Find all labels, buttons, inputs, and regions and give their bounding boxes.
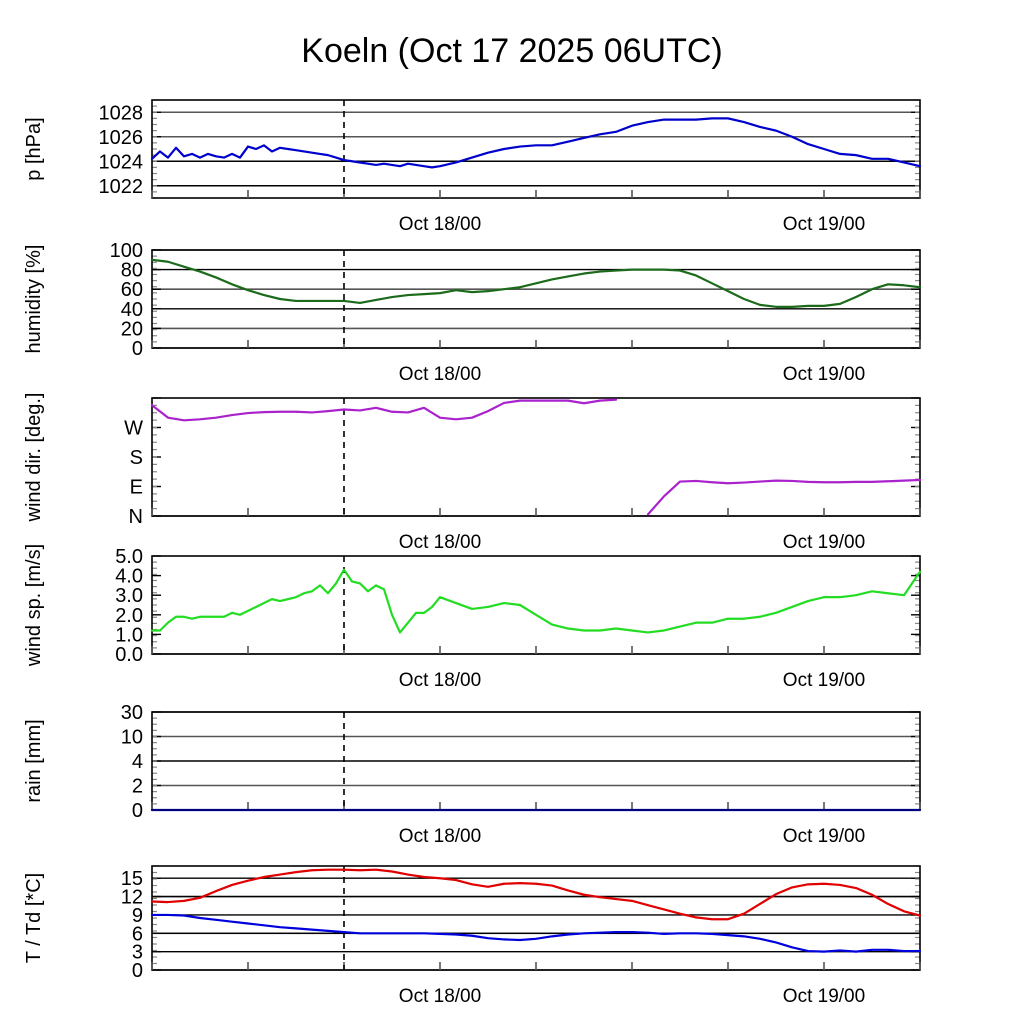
y-tick-label: 1028 bbox=[99, 102, 144, 124]
x-tick-label: Oct 18/00 bbox=[399, 532, 481, 553]
series-pressure-p bbox=[150, 117, 922, 169]
y-tick-label: 12 bbox=[121, 887, 143, 909]
y-tick-label: 60 bbox=[121, 279, 143, 301]
y-axis-label-temperature: T / Td [*C] bbox=[23, 873, 45, 963]
y-tick-label: 3.0 bbox=[115, 585, 143, 607]
x-tick-label: Oct 18/00 bbox=[399, 670, 481, 691]
series-temperature-td bbox=[150, 913, 922, 953]
y-tick-label: E bbox=[130, 477, 143, 499]
y-tick-label: 100 bbox=[110, 240, 143, 262]
y-axis-label-pressure: p [hPa] bbox=[23, 117, 45, 180]
y-tick-label: 15 bbox=[121, 868, 143, 890]
y-axis-label-rain: rain [mm] bbox=[23, 719, 45, 802]
y-tick-label: 1022 bbox=[99, 176, 144, 198]
series-wind_speed-wind-speed bbox=[150, 568, 922, 634]
y-tick-label: 0 bbox=[132, 960, 143, 982]
y-tick-label: S bbox=[130, 447, 143, 469]
x-tick-label: Oct 19/00 bbox=[783, 214, 865, 235]
y-axis-label-wind_speed: wind sp. [m/s] bbox=[23, 544, 45, 667]
y-tick-label: 1026 bbox=[99, 127, 144, 149]
panel-rain: 02 410 30 rain [mm] Oct 18/00 Oct 19/00 bbox=[23, 702, 922, 847]
x-tick-label: Oct 19/00 bbox=[783, 532, 865, 553]
y-tick-label: 0 bbox=[132, 338, 143, 360]
x-tick-label: Oct 18/00 bbox=[399, 826, 481, 847]
y-tick-label: 1.0 bbox=[115, 624, 143, 646]
y-tick-label: 80 bbox=[121, 260, 143, 282]
x-tick-label: Oct 18/00 bbox=[399, 214, 481, 235]
x-tick-label: Oct 18/00 bbox=[399, 364, 481, 385]
y-tick-label: 4 bbox=[132, 751, 143, 773]
y-axis-label-humidity: humidity [%] bbox=[23, 245, 45, 354]
y-tick-label: 0 bbox=[132, 800, 143, 822]
series-wind_direction-wind-direction bbox=[150, 398, 922, 516]
y-tick-label: 2.0 bbox=[115, 605, 143, 627]
y-tick-label: 10 bbox=[121, 727, 143, 749]
x-tick-label: Oct 19/00 bbox=[783, 826, 865, 847]
y-tick-label: 30 bbox=[121, 702, 143, 724]
panel-wind_speed: 0.01.02.03.04.05.0 wind sp. [m/s] Oct 18/0… bbox=[23, 544, 922, 691]
y-tick-label: 20 bbox=[121, 318, 143, 340]
x-tick-label: Oct 19/00 bbox=[783, 364, 865, 385]
x-tick-label: Oct 18/00 bbox=[399, 986, 481, 1007]
y-tick-label: 1024 bbox=[99, 151, 144, 173]
x-tick-label: Oct 19/00 bbox=[783, 986, 865, 1007]
series-humidity-relative-humidity bbox=[150, 258, 922, 308]
series-temperature-t bbox=[150, 868, 922, 921]
x-tick-label: Oct 19/00 bbox=[783, 670, 865, 691]
y-axis-label-wind_direction: wind dir. [deg.] bbox=[23, 393, 45, 523]
y-tick-label: 9 bbox=[132, 905, 143, 927]
y-tick-label: 6 bbox=[132, 923, 143, 945]
y-tick-label: 3 bbox=[132, 942, 143, 964]
y-tick-label: 2 bbox=[132, 776, 143, 798]
y-tick-label: N bbox=[129, 506, 143, 528]
y-tick-label: 0.0 bbox=[115, 644, 143, 666]
y-tick-label: 5.0 bbox=[115, 546, 143, 568]
page-title: Koeln (Oct 17 2025 06UTC) bbox=[301, 32, 722, 70]
y-tick-label: 4.0 bbox=[115, 566, 143, 588]
y-tick-label: 40 bbox=[121, 299, 143, 321]
y-tick-label: W bbox=[124, 418, 143, 440]
